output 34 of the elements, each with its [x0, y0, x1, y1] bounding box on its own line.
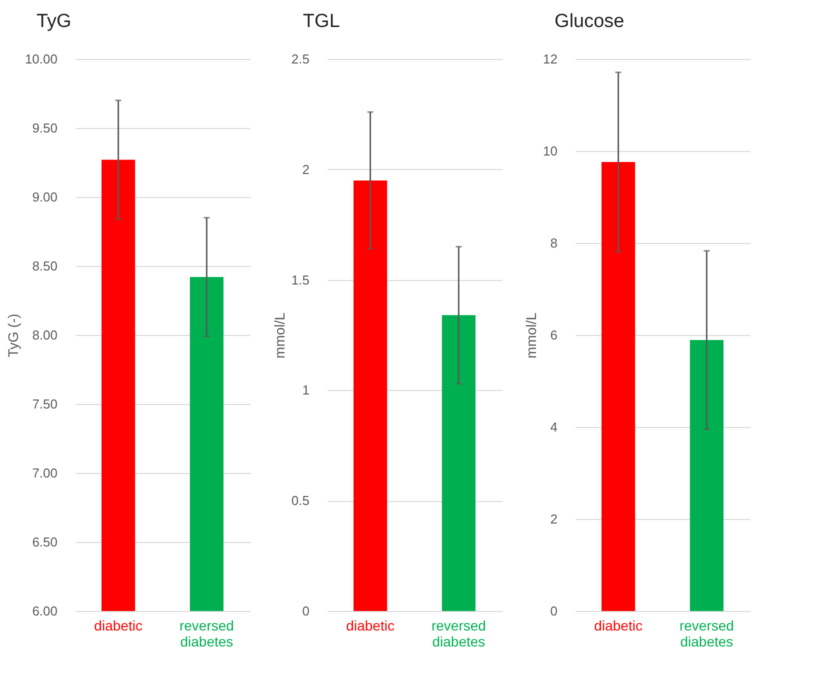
y-tick-label: 6 — [550, 328, 558, 342]
y-axis-title: mmol/L — [271, 312, 288, 358]
y-tick-label: 1 — [302, 382, 310, 398]
x-tick-label: diabetic — [94, 618, 142, 634]
y-axis-title: TyG (-) — [4, 314, 21, 358]
y-tick-label: 8.50 — [32, 258, 58, 274]
y-tick-label: 10.00 — [24, 52, 58, 66]
y-tick-label: 8.00 — [32, 328, 58, 342]
y-tick-label: 2 — [302, 162, 310, 177]
y-tick-label: 12 — [543, 52, 558, 66]
x-tick-label: diabetic — [594, 618, 642, 634]
x-tick-label: reversed diabetes — [431, 618, 486, 650]
y-tick-label: 4 — [550, 420, 558, 434]
y-tick-label: 6.00 — [32, 604, 58, 618]
y-tick-label: 9.00 — [32, 190, 58, 204]
y-tick-label: 8 — [550, 236, 558, 250]
y-tick-label: 1.5 — [291, 272, 310, 288]
chart-title: TyG — [36, 11, 72, 32]
y-tick-label: 2 — [550, 512, 558, 526]
x-tick-label: reversed diabetes — [679, 618, 734, 650]
y-tick-label: 2.5 — [291, 52, 310, 66]
y-tick-label: 0 — [550, 604, 558, 618]
y-tick-label: 6.50 — [32, 534, 58, 550]
x-tick-label: diabetic — [346, 618, 394, 634]
y-tick-label: 0.5 — [291, 493, 310, 508]
y-axis-title: mmol/L — [523, 312, 540, 358]
chart-title: TGL — [302, 11, 340, 32]
y-tick-label: 10 — [543, 144, 558, 158]
y-tick-label: 0 — [302, 604, 310, 618]
y-tick-label: 7.50 — [32, 396, 58, 412]
x-tick-label: reversed diabetes — [179, 618, 234, 650]
chart-title: Glucose — [554, 11, 624, 32]
y-tick-label: 9.50 — [32, 120, 58, 136]
y-tick-label: 7.00 — [32, 466, 58, 480]
